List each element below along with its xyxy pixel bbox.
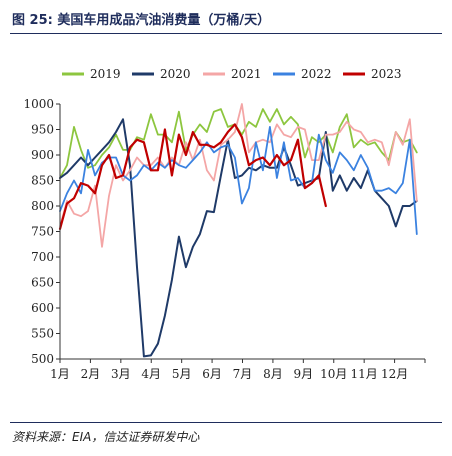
x-tick-label: 3月	[111, 367, 131, 381]
x-tick-label: 9月	[294, 367, 314, 381]
chart-axes: 500 550 600 650 700 750 800 850 900 950 1000 1月 2月 3月…	[23, 97, 426, 381]
chart-legend: 2019 2020 2021 2022 2023	[62, 67, 402, 81]
x-tick-label: 7月	[233, 367, 253, 381]
y-tick-label: 750	[31, 225, 54, 239]
x-tick-label: 10月	[320, 367, 347, 381]
y-tick-label: 500	[31, 352, 54, 366]
x-tick-label: 11月	[351, 367, 378, 381]
y-tick-label: 600	[31, 301, 54, 315]
y-tick-label: 700	[31, 250, 54, 264]
source-rule	[10, 422, 442, 423]
x-tick-label: 8月	[263, 367, 283, 381]
title-rule	[10, 33, 442, 34]
series-line-2022	[59, 126, 418, 236]
x-tick-label: 12月	[381, 367, 408, 381]
page-title: 图 25: 美国车用成品汽油消费量（万桶/天）	[12, 13, 271, 28]
y-tick-label: 900	[31, 148, 54, 162]
legend-label-2019: 2019	[90, 67, 121, 81]
legend-label-2023: 2023	[371, 67, 402, 81]
x-tick-label: 2月	[81, 367, 101, 381]
x-tick-label: 6月	[202, 367, 222, 381]
series-line-2023	[58, 123, 327, 230]
source-note: 资料来源：EIA，信达证券研发中心	[12, 430, 200, 444]
y-tick-label: 1000	[23, 97, 54, 111]
y-tick-label: 650	[31, 276, 54, 290]
y-tick-label: 550	[31, 327, 54, 341]
legend-label-2020: 2020	[160, 67, 191, 81]
y-tick-label: 950	[31, 123, 54, 137]
x-tick-label: 1月	[50, 367, 70, 381]
legend-label-2022: 2022	[301, 67, 332, 81]
legend-label-2021: 2021	[231, 67, 262, 81]
y-tick-label: 800	[31, 199, 54, 213]
x-tick-label: 5月	[172, 367, 192, 381]
series-line-2021	[59, 103, 418, 248]
series-layer	[58, 103, 418, 358]
x-tick-label: 4月	[141, 367, 161, 381]
series-line-2020	[59, 118, 418, 358]
y-tick-label: 850	[31, 174, 54, 188]
